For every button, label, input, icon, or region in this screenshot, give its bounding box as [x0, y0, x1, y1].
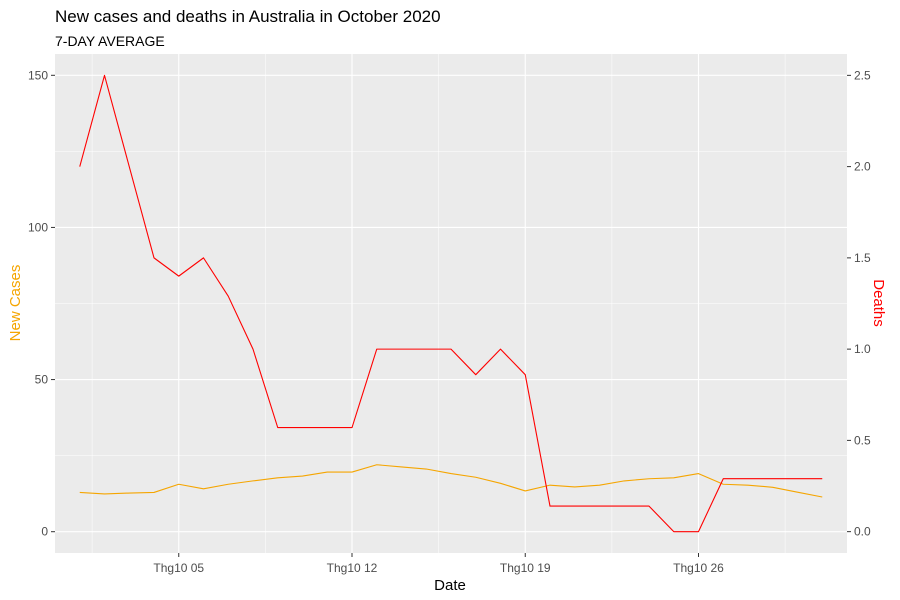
- right-tick-label: 0.0: [854, 525, 871, 539]
- right-tick-label: 1.0: [854, 342, 871, 356]
- series-layer: [79, 74, 823, 533]
- chart-title: New cases and deaths in Australia in Oct…: [55, 7, 441, 26]
- right-tick-label: 2.5: [854, 68, 871, 82]
- right-tick-label: 2.0: [854, 160, 871, 174]
- right-tick-label: 1.5: [854, 251, 871, 265]
- minor-gridlines: [55, 54, 847, 553]
- x-tick-label: Thg10 12: [327, 561, 378, 575]
- right-tick-label: 0.5: [854, 433, 871, 447]
- x-tick-label: Thg10 19: [500, 561, 551, 575]
- left-tick-label: 100: [28, 220, 48, 234]
- left-tick-label: 0: [41, 525, 48, 539]
- x-tick-label: Thg10 05: [153, 561, 204, 575]
- x-axis-ticks: Thg10 05 Thg10 12 Thg10 19 Thg10 26: [153, 553, 724, 575]
- new-cases-series-line: [79, 464, 823, 498]
- right-axis-ticks: 0.0 0.5 1.0 1.5 2.0 2.5: [847, 68, 871, 539]
- x-axis-title: Date: [434, 577, 466, 594]
- chart-subtitle: 7-DAY AVERAGE: [55, 33, 165, 49]
- deaths-series-line: [79, 74, 823, 533]
- major-gridlines: [55, 54, 847, 553]
- right-axis-title: Deaths: [870, 279, 887, 327]
- x-tick-label: Thg10 26: [673, 561, 724, 575]
- left-axis-ticks: 0 50 100 150: [28, 68, 55, 539]
- left-tick-label: 50: [35, 373, 49, 387]
- left-tick-label: 150: [28, 68, 48, 82]
- left-axis-title: New Cases: [7, 265, 24, 342]
